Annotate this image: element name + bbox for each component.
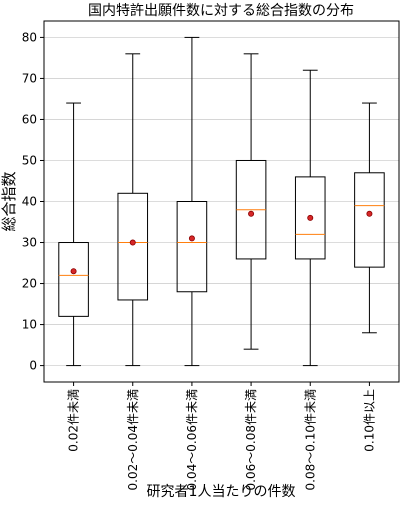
iqr-box: [294, 176, 326, 260]
y-tick-label: 30: [22, 236, 37, 250]
grid-lines: [44, 37, 399, 366]
boxes: [58, 36, 385, 367]
y-tick-label: 70: [22, 71, 37, 85]
box-group: [117, 53, 149, 367]
y-tick-label: 40: [22, 195, 37, 209]
x-tick-label: 0.02～0.04件未満: [126, 389, 140, 490]
mean-marker: [307, 214, 314, 221]
y-axis-title: 総合指数: [0, 171, 18, 231]
y-tick-label: 10: [22, 318, 37, 332]
iqr-box: [58, 242, 89, 317]
y-tick-label: 80: [22, 30, 37, 44]
box-group: [58, 102, 89, 367]
mean-marker: [129, 239, 136, 246]
y-axis-ticks: 0 10 20 30 40 50 60 70 80: [22, 30, 44, 373]
mean-marker: [188, 235, 195, 242]
box-group: [235, 53, 267, 350]
x-axis-title: 研究者1人当たりの件数: [147, 484, 296, 500]
x-axis-ticks: 0.02件未満 0.02～0.04件未満 0.04～0.06件未満 0.06～0.08…: [67, 382, 376, 490]
y-tick-label: 50: [22, 153, 37, 167]
x-tick-label: 0.04～0.06件未満: [185, 389, 199, 490]
mean-marker: [366, 210, 373, 217]
box-group: [176, 36, 208, 367]
x-tick-label: 0.10件以上: [362, 389, 376, 452]
y-tick-label: 20: [22, 277, 37, 291]
iqr-box: [176, 201, 208, 293]
x-tick-label: 0.06～0.08件未満: [244, 389, 258, 490]
iqr-box: [354, 172, 385, 268]
box-group: [294, 69, 326, 367]
box-group: [354, 102, 385, 334]
plot-area-frame: [43, 20, 400, 383]
mean-marker: [248, 210, 255, 217]
x-tick-label: 0.02件未満: [67, 389, 81, 452]
y-tick-label: 0: [29, 359, 37, 373]
x-tick-label: 0.08～0.10件未満: [303, 389, 317, 490]
chart-title: 国内特許出願件数に対する総合指数の分布: [88, 3, 354, 19]
mean-marker: [70, 268, 77, 275]
y-tick-label: 60: [22, 112, 37, 126]
iqr-box: [117, 192, 149, 301]
